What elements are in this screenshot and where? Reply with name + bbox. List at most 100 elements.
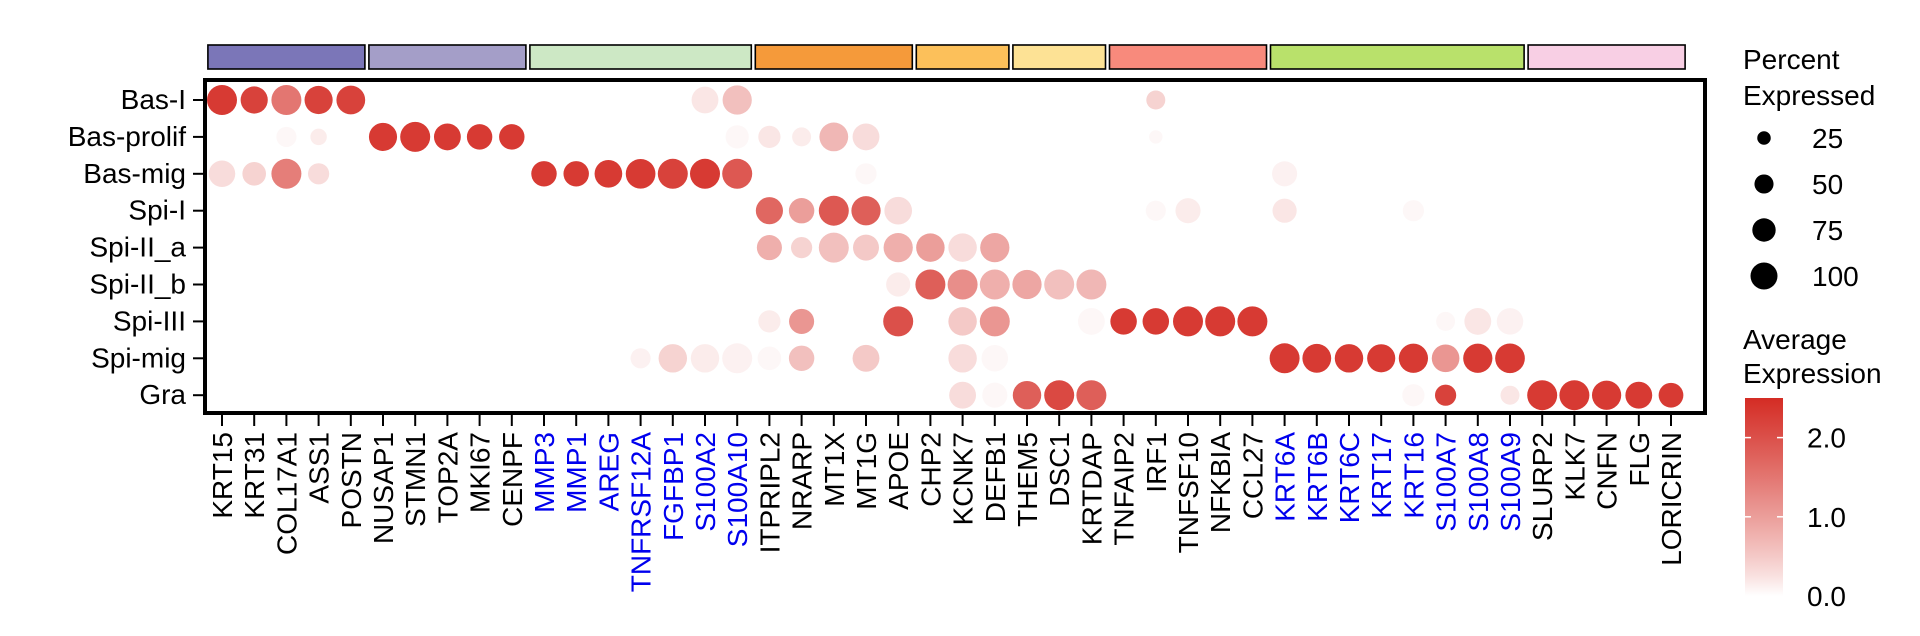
expression-dot xyxy=(242,161,267,186)
gene-label: COL17A1 xyxy=(271,432,302,555)
expression-dot xyxy=(1012,269,1042,300)
expression-dot xyxy=(1500,385,1520,405)
gene-label: TNFRSF12A xyxy=(626,432,657,593)
gene-label: NRARP xyxy=(787,432,818,530)
gene-label: DSC1 xyxy=(1044,432,1075,507)
color-scale-label: 2.0 xyxy=(1807,423,1846,454)
expression-dot xyxy=(948,233,977,262)
row-label: Spi-I xyxy=(128,195,186,226)
row-label: Spi-III xyxy=(113,305,186,336)
expression-dot xyxy=(852,344,880,372)
gene-label: POSTN xyxy=(336,432,367,528)
gene-label: TNFAIP2 xyxy=(1109,432,1140,546)
expression-dot xyxy=(433,123,461,151)
gene-label: S100A7 xyxy=(1431,432,1462,532)
expression-dot xyxy=(948,344,977,373)
expression-dot xyxy=(208,160,236,188)
gene-label: KRT6C xyxy=(1334,432,1365,523)
expression-dot xyxy=(1044,380,1075,411)
expression-dot xyxy=(1142,308,1170,335)
plot-panel-border xyxy=(203,78,1707,415)
expression-dot xyxy=(1076,380,1107,411)
expression-dot xyxy=(851,196,881,226)
legend-title-line: Average xyxy=(1743,324,1847,355)
gene-label: KRT6B xyxy=(1302,432,1333,522)
expression-dot xyxy=(852,123,880,151)
gene-label: ASS1 xyxy=(304,432,335,504)
row-label: Spi-II_a xyxy=(90,232,187,263)
cell-type-labels: Bas-I Bas-prolif Bas-mig Spi-I Spi-II_a Spi-I… xyxy=(68,84,187,410)
expression-dot xyxy=(1436,311,1456,331)
group-bar-5 xyxy=(915,44,1010,70)
expression-dot xyxy=(1076,269,1107,300)
legend-size-label: 25 xyxy=(1812,123,1843,154)
expression-dot xyxy=(789,308,815,334)
expression-dot xyxy=(1334,344,1364,373)
expression-dot xyxy=(916,233,945,262)
expression-dot xyxy=(788,345,815,372)
gene-label: FLG xyxy=(1624,432,1655,486)
expression-dot xyxy=(240,86,268,114)
expression-dot xyxy=(1398,343,1429,373)
expression-dot xyxy=(981,345,1009,372)
expression-dot xyxy=(755,197,783,225)
gene-label: NUSAP1 xyxy=(368,432,399,544)
expression-dot xyxy=(1173,306,1203,337)
row-label: Bas-I xyxy=(121,84,186,115)
legend-size-dot xyxy=(1754,174,1774,194)
expression-dot xyxy=(531,161,557,187)
legend-size-dot xyxy=(1750,262,1778,290)
expression-dot xyxy=(691,86,719,114)
expression-dots xyxy=(207,85,1684,411)
expression-dot xyxy=(1269,343,1300,374)
expression-dot xyxy=(310,128,327,146)
gene-label: S100A2 xyxy=(690,432,721,532)
expression-dot xyxy=(758,310,781,333)
expression-dot xyxy=(1237,306,1268,337)
gene-label: S100A10 xyxy=(722,432,753,547)
color-scale-bar xyxy=(1745,398,1783,596)
expression-dot xyxy=(276,126,297,147)
gene-label: MT1X xyxy=(819,432,850,507)
group-bar-1 xyxy=(207,44,366,70)
expression-dot xyxy=(1205,306,1236,337)
expression-dot xyxy=(1146,90,1166,110)
expression-dot xyxy=(1591,380,1622,410)
expression-dot xyxy=(1527,380,1558,411)
group-bar-2 xyxy=(368,44,527,70)
expression-dot xyxy=(563,161,589,187)
gene-label: THEM5 xyxy=(1012,432,1043,527)
legend-title-line: Percent xyxy=(1743,44,1840,75)
expression-dot xyxy=(1496,308,1524,335)
gene-label: AREG xyxy=(593,432,624,511)
row-label: Gra xyxy=(139,379,186,410)
gene-label: S100A9 xyxy=(1495,432,1526,532)
gene-label: MMP3 xyxy=(529,432,560,513)
gene-label: SLURP2 xyxy=(1527,432,1558,541)
expression-dot xyxy=(818,195,849,226)
expression-dot xyxy=(658,344,688,373)
gene-label: ITPRIPL2 xyxy=(754,432,785,553)
gene-label: KRTDAP xyxy=(1076,432,1107,545)
expression-dot xyxy=(853,234,879,261)
expression-dot xyxy=(690,344,720,373)
expression-dot xyxy=(657,158,688,189)
expression-dot xyxy=(466,124,493,150)
gene-label: CCL27 xyxy=(1237,432,1268,519)
group-bar-8 xyxy=(1269,44,1525,70)
gene-label: DEFB1 xyxy=(980,432,1011,522)
expression-dot xyxy=(1145,200,1166,221)
expression-dot xyxy=(1110,308,1137,335)
legend-title-line: Expressed xyxy=(1743,80,1875,111)
expression-dot xyxy=(757,346,782,371)
gene-label: KLK7 xyxy=(1559,432,1590,501)
gene-label: KRT16 xyxy=(1398,432,1429,519)
gene-label: CHP2 xyxy=(915,432,946,507)
gene-label: CENPF xyxy=(497,432,528,527)
expression-dot xyxy=(818,232,849,263)
expression-dot xyxy=(690,158,720,189)
expression-dot xyxy=(207,85,237,115)
gene-label: MMP1 xyxy=(561,432,592,513)
legend-size-dot xyxy=(1752,218,1776,242)
